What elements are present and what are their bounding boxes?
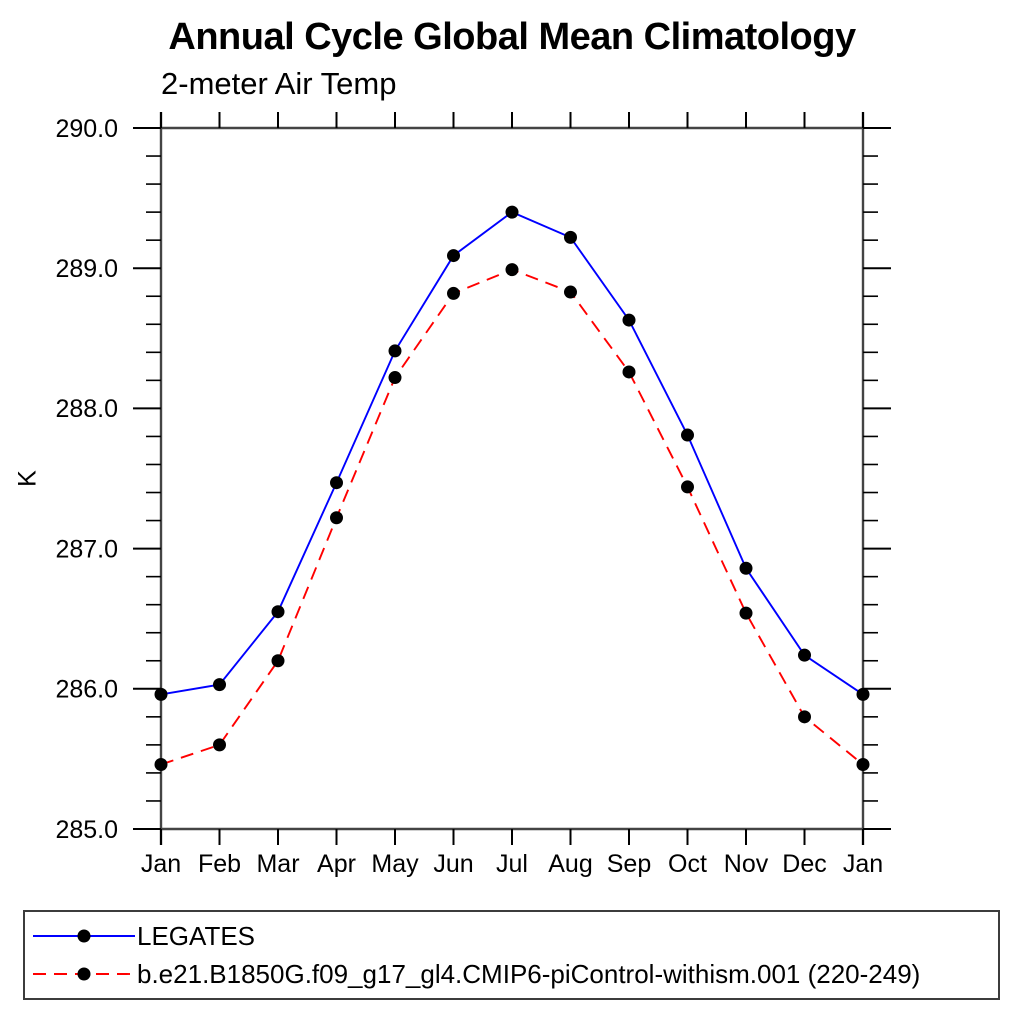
- x-tick-label: Jan: [843, 850, 883, 878]
- data-point-marker: [213, 678, 226, 692]
- data-point-marker: [739, 561, 753, 575]
- data-point-marker: [681, 428, 694, 442]
- data-point-marker: [154, 758, 168, 772]
- x-tick-label: Dec: [782, 850, 826, 878]
- y-tick-label: 285.0: [55, 816, 118, 844]
- legend-label: b.e21.B1850G.f09_g17_gl4.CMIP6-piControl…: [137, 958, 921, 989]
- data-point-marker: [271, 654, 285, 668]
- data-point-marker: [330, 476, 343, 490]
- x-tick-label: Aug: [548, 850, 592, 878]
- legend-item: b.e21.B1850G.f09_g17_gl4.CMIP6-piControl…: [31, 961, 998, 987]
- legend-line-sample: [33, 967, 135, 981]
- x-tick-label: Jul: [496, 850, 528, 878]
- data-point-marker: [505, 263, 519, 277]
- legend-marker-icon: [77, 967, 91, 981]
- x-tick-label: Feb: [198, 850, 241, 878]
- data-point-marker: [798, 648, 811, 662]
- series-line: [160, 211, 864, 696]
- y-tick-label: 287.0: [55, 535, 118, 563]
- chart-title: Annual Cycle Global Mean Climatology: [168, 16, 856, 58]
- y-tick-label: 290.0: [55, 115, 118, 143]
- x-tick-label: Jan: [141, 850, 181, 878]
- data-point-marker: [798, 710, 811, 724]
- data-point-marker: [856, 758, 870, 772]
- x-tick-label: Sep: [607, 850, 651, 878]
- y-axis-label: K: [13, 470, 42, 487]
- legend-item: LEGATES: [31, 923, 998, 949]
- data-point-marker: [681, 480, 694, 494]
- data-point-marker: [505, 205, 519, 219]
- x-tick-label: Oct: [668, 850, 707, 878]
- data-point-marker: [388, 344, 402, 358]
- y-tick-label: 288.0: [55, 395, 118, 423]
- x-tick-label: Jun: [433, 850, 473, 878]
- data-point-marker: [213, 738, 226, 752]
- series-line: [160, 268, 864, 766]
- legend-marker-icon: [77, 929, 91, 943]
- data-point-marker: [622, 365, 636, 379]
- x-tick-label: Mar: [256, 850, 299, 878]
- legend-line-sample: [33, 929, 135, 943]
- data-point-marker: [447, 286, 460, 300]
- data-point-marker: [739, 606, 753, 620]
- legend-box: LEGATES b.e21.B1850G.f09_g17_gl4.CMIP6-pi…: [23, 910, 1000, 1000]
- data-point-marker: [856, 687, 870, 701]
- data-point-marker: [447, 249, 460, 263]
- x-tick-label: Apr: [317, 850, 356, 878]
- data-point-marker: [330, 511, 343, 525]
- x-tick-label: May: [371, 850, 419, 878]
- data-point-marker: [154, 687, 168, 701]
- y-tick-label: 289.0: [55, 255, 118, 283]
- data-point-marker: [388, 371, 402, 385]
- x-tick-label: Nov: [724, 850, 769, 878]
- data-point-marker: [564, 285, 577, 299]
- data-point-marker: [564, 230, 577, 244]
- data-point-marker: [271, 605, 285, 619]
- y-tick-label: 286.0: [55, 676, 118, 704]
- legend-label: LEGATES: [137, 921, 256, 952]
- data-point-marker: [622, 313, 636, 327]
- chart-subtitle: 2-meter Air Temp: [161, 66, 397, 101]
